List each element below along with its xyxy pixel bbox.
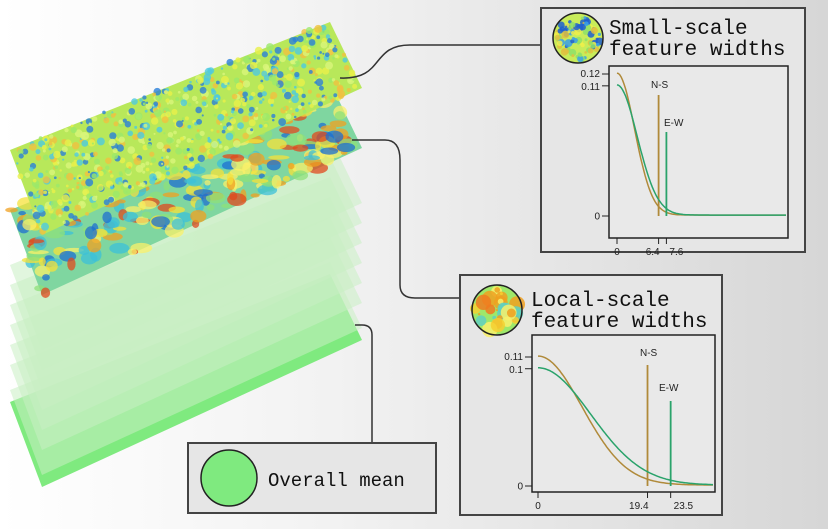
plot-frame bbox=[531, 334, 716, 493]
x-tick-label: 6.4 bbox=[646, 247, 660, 258]
panel-title-line2: feature widths bbox=[609, 39, 785, 62]
small-scale-chart: 0.12 0.11 0 0 6.4 7.6 N-S E-W bbox=[581, 65, 789, 258]
overall-mean-label: Overall mean bbox=[268, 470, 405, 492]
x-tick-label: 23.5 bbox=[674, 501, 694, 512]
y-tick-label: 0 bbox=[594, 212, 600, 223]
series-curve-e-w bbox=[538, 367, 713, 486]
panel-title-line1: Local-scale bbox=[531, 290, 670, 313]
local-scale-chart: 0.11 0.1 0 0 19.4 23.5 N-S E-W bbox=[504, 334, 716, 512]
connector-small bbox=[339, 44, 541, 79]
x-tick-label: 19.4 bbox=[629, 501, 649, 512]
overall-mean-panel: Overall mean bbox=[187, 442, 437, 514]
connector-mean bbox=[355, 324, 373, 443]
small-scale-map-icon bbox=[552, 12, 604, 64]
panel-title-line1: Small-scale bbox=[609, 18, 748, 41]
marker-label-e-w: E-W bbox=[659, 383, 679, 394]
y-tick-label: 0.11 bbox=[504, 352, 523, 363]
mean-map-icon bbox=[200, 449, 258, 507]
layer-stack bbox=[5, 22, 362, 487]
series-curve-n-s bbox=[538, 355, 713, 486]
local-scale-map-icon bbox=[469, 284, 526, 338]
marker-label-n-s: N-S bbox=[651, 80, 669, 91]
panel-title-line2: feature widths bbox=[531, 311, 707, 334]
local-scale-panel: Local-scale feature widths 0.11 0.1 0 0 19.4… bbox=[459, 274, 723, 516]
y-tick-label: 0 bbox=[517, 482, 523, 493]
y-tick-label: 0.11 bbox=[581, 82, 600, 93]
y-tick-label: 0.12 bbox=[581, 69, 601, 80]
small-scale-layer bbox=[10, 22, 362, 235]
marker-label-n-s: N-S bbox=[640, 348, 658, 359]
x-tick-label: 0 bbox=[614, 247, 620, 258]
x-tick-label: 7.6 bbox=[669, 247, 683, 258]
x-tick-label: 0 bbox=[535, 501, 541, 512]
series-curve-e-w bbox=[616, 84, 786, 216]
marker-label-e-w: E-W bbox=[664, 118, 684, 129]
small-scale-panel: Small-scale feature widths 0.12 0.11 0 0 6.4… bbox=[540, 7, 806, 258]
plot-frame bbox=[608, 65, 789, 239]
y-tick-label: 0.1 bbox=[509, 365, 523, 376]
connector-local bbox=[352, 139, 460, 299]
